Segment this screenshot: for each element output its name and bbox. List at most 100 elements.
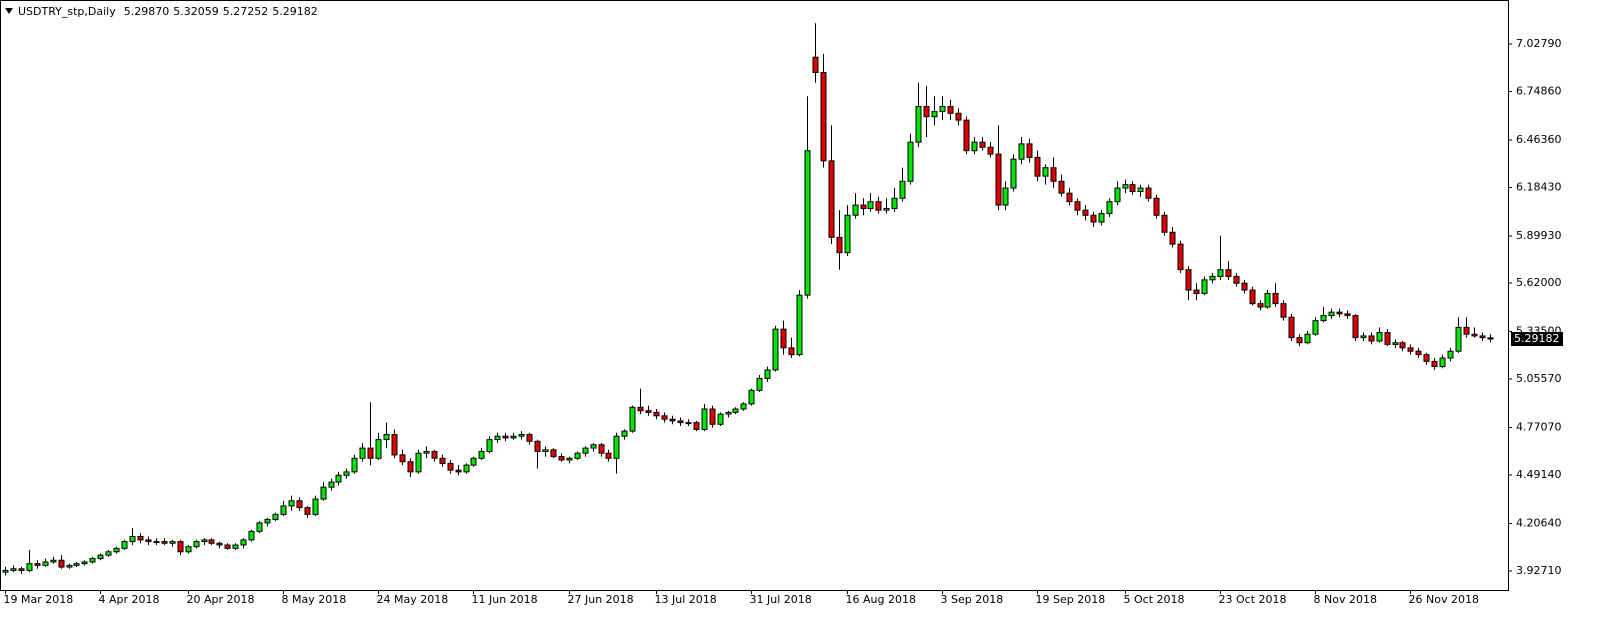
candle-body — [677, 420, 684, 424]
candle-body — [804, 150, 811, 296]
y-tick-label: 4.49140 — [1516, 468, 1562, 481]
candle-body — [653, 411, 660, 417]
candle-body — [1249, 289, 1256, 305]
candle-body — [756, 377, 763, 391]
candle-body — [304, 507, 311, 515]
y-tick-label: 5.89930 — [1516, 229, 1562, 242]
candle-body — [208, 539, 215, 544]
x-tick-label: 16 Aug 2018 — [846, 593, 916, 606]
y-tick-label: 3.92710 — [1516, 564, 1562, 577]
y-tick-label: 5.05570 — [1516, 372, 1562, 385]
x-tick-label: 24 May 2018 — [377, 593, 449, 606]
symbol: USDTRY_stp,Daily — [18, 5, 116, 18]
candle-body — [796, 294, 803, 356]
candle-body — [955, 112, 962, 121]
candle-body — [852, 204, 859, 216]
candle-body — [129, 535, 136, 543]
candle-body — [590, 444, 597, 449]
candle-body — [455, 469, 462, 473]
candle-body — [1129, 184, 1136, 192]
candle-body — [764, 369, 771, 379]
candle-body — [201, 539, 208, 543]
candle-body — [494, 435, 501, 441]
candle-body — [18, 568, 25, 571]
x-tick-label: 23 Oct 2018 — [1219, 593, 1287, 606]
candle-body — [740, 403, 747, 410]
candle-body — [1407, 347, 1414, 352]
candle-body — [1090, 214, 1097, 223]
candle-body — [240, 539, 247, 546]
candle-body — [1304, 333, 1311, 344]
candle-body — [582, 447, 589, 454]
candle-body — [486, 439, 493, 452]
candle-body — [1137, 187, 1144, 192]
candle-body — [844, 214, 851, 254]
candle-body — [415, 452, 422, 473]
candle-body — [1066, 192, 1073, 203]
candle-body — [391, 433, 398, 456]
candle-body — [50, 559, 57, 563]
candle-body — [510, 435, 517, 439]
candle-body — [1463, 326, 1470, 335]
candle-body — [26, 563, 33, 571]
candle-body — [780, 328, 787, 349]
menu-triangle[interactable] — [5, 8, 13, 14]
candle-body — [113, 547, 120, 553]
x-tick-label: 4 Apr 2018 — [99, 593, 160, 606]
candle-body — [1312, 320, 1319, 335]
candle-body — [463, 464, 470, 473]
x-tick-label: 19 Sep 2018 — [1036, 593, 1106, 606]
x-tick-label: 5 Oct 2018 — [1124, 593, 1185, 606]
candle-body — [574, 452, 581, 459]
candle-body — [1241, 282, 1248, 291]
candle-body — [1257, 303, 1264, 308]
candle-body — [1487, 337, 1494, 340]
candle-body — [10, 568, 17, 571]
candle-body — [1114, 187, 1121, 203]
candle-body — [995, 153, 1002, 206]
candle-body — [1264, 292, 1271, 308]
candle-body — [637, 406, 644, 412]
candle-body — [351, 457, 358, 473]
candle-body — [836, 236, 843, 254]
candle-body — [907, 141, 914, 182]
candle-body — [1106, 201, 1113, 215]
candle-body — [812, 56, 819, 74]
candle-body — [153, 541, 160, 544]
candle-body — [1399, 342, 1406, 349]
candle-body — [105, 551, 112, 556]
candle-body — [621, 430, 628, 437]
candle-body — [1058, 180, 1065, 194]
candle-body — [534, 440, 541, 452]
candle-body — [431, 450, 438, 459]
candle-body — [66, 564, 73, 568]
candle-body — [1272, 292, 1279, 305]
candle-body — [1479, 335, 1486, 339]
candle-body — [34, 563, 41, 566]
candle-body — [1018, 143, 1025, 160]
candle-body — [558, 456, 565, 461]
candle-body — [875, 201, 882, 211]
candle-body — [772, 328, 779, 371]
candle-body — [1471, 333, 1478, 337]
candle-body — [185, 546, 192, 553]
x-tick-label: 26 Nov 2018 — [1409, 593, 1479, 606]
candle-body — [1185, 269, 1192, 291]
candle-body — [963, 119, 970, 152]
candle-body — [550, 449, 557, 458]
candle-body — [693, 422, 700, 430]
candle-body — [987, 146, 994, 155]
candle-body — [264, 518, 271, 524]
candle-body — [1368, 335, 1375, 342]
candle-body — [367, 447, 374, 459]
candle-body — [717, 413, 724, 425]
candle-body — [1233, 275, 1240, 284]
candle-body — [232, 544, 239, 549]
candle-body — [891, 197, 898, 209]
candle-body — [288, 500, 295, 507]
candle-body — [81, 561, 88, 565]
chart-header: USDTRY_stp,Daily 5.29870 5.32059 5.27252 5.2… — [18, 5, 318, 18]
candle-body — [947, 105, 954, 114]
candle-body — [312, 498, 319, 515]
candle-body — [598, 444, 605, 454]
